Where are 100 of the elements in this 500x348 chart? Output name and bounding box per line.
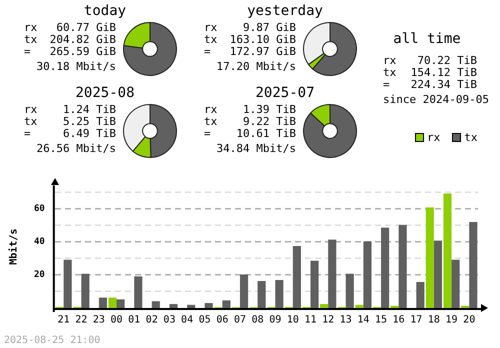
chart-title: yesterday — [247, 3, 323, 19]
text: 172.97 GiB — [228, 45, 296, 58]
x-tick-label: 16 — [392, 314, 405, 326]
bar — [426, 207, 434, 308]
text: rx — [24, 21, 38, 34]
bar — [204, 303, 213, 308]
bar — [169, 304, 178, 308]
bar — [355, 304, 364, 308]
x-tick-label: 22 — [75, 314, 88, 326]
bar — [328, 240, 336, 308]
bar — [222, 300, 230, 308]
x-tick-label: 13 — [340, 314, 352, 326]
text: rx — [24, 103, 38, 116]
text: 9.87 GiB — [242, 21, 296, 34]
chart-title: 2025-07 — [255, 85, 315, 101]
bar — [434, 240, 442, 308]
legend-label: rx — [426, 131, 440, 144]
chart-title: 2025-08 — [75, 85, 135, 101]
text: = — [24, 127, 32, 140]
text: 6.49 TiB — [62, 127, 116, 140]
bar — [116, 299, 125, 308]
x-tick-label: 04 — [181, 314, 194, 326]
x-tick-label: 18 — [428, 314, 440, 326]
x-tick-label: 05 — [198, 314, 211, 326]
bar — [416, 282, 424, 308]
text: 1.24 TiB — [62, 103, 116, 116]
x-tick-label: 10 — [286, 314, 299, 326]
text: 30.18 Mbit/s — [36, 60, 116, 73]
y-tick-label: 60 — [34, 204, 45, 214]
text: = — [204, 127, 212, 140]
text: 26.56 Mbit/s — [36, 142, 116, 155]
text: 34.84 Mbit/s — [216, 142, 296, 155]
x-tick-label: 21 — [58, 314, 70, 326]
bar — [81, 274, 90, 308]
text: 2025-08-25 21:00 — [4, 335, 100, 346]
text: 10.61 TiB — [235, 127, 296, 140]
bar — [381, 228, 390, 308]
text: rx — [383, 54, 398, 67]
text: tx — [383, 66, 398, 79]
bar — [346, 274, 354, 308]
bar — [64, 260, 72, 308]
bar — [292, 246, 301, 308]
text: 60.77 GiB — [55, 21, 116, 34]
bar — [398, 224, 407, 308]
x-tick-label: 07 — [234, 314, 246, 326]
text: = — [204, 45, 212, 58]
bar — [310, 260, 319, 308]
text: all time — [393, 31, 461, 47]
x-tick-label: 01 — [128, 314, 140, 326]
chart-title: today — [84, 3, 126, 19]
bar — [240, 274, 248, 308]
bar — [187, 304, 196, 308]
text: = — [24, 45, 32, 58]
text: 204.82 GiB — [48, 33, 116, 46]
bar — [98, 298, 108, 308]
y-tick-label: 20 — [34, 270, 45, 280]
text: = — [383, 78, 391, 91]
x-tick-label: 03 — [163, 314, 176, 326]
x-tick-label: 02 — [146, 314, 158, 326]
text: rx — [204, 21, 218, 34]
text: since 2024-09-05 — [383, 93, 489, 106]
bar — [452, 260, 460, 308]
y-tick-label: 40 — [34, 237, 45, 248]
x-tick-label: 17 — [410, 314, 422, 326]
bar — [469, 222, 478, 308]
x-tick-label: 14 — [357, 314, 370, 326]
text: 1.39 TiB — [242, 103, 296, 116]
text: 5.25 TiB — [62, 115, 116, 128]
text: 154.12 TiB — [410, 66, 477, 79]
bar — [258, 280, 266, 308]
x-tick-label: 15 — [375, 314, 388, 326]
bar — [108, 298, 117, 308]
text: tx — [204, 115, 218, 128]
text: 265.59 GiB — [48, 45, 116, 58]
text: tx — [204, 33, 218, 46]
legend-label: tx — [463, 131, 478, 144]
text: 70.22 TiB — [416, 54, 477, 67]
bar — [363, 241, 372, 308]
x-tick-label: 08 — [252, 314, 264, 326]
bar — [320, 304, 328, 308]
bar — [275, 280, 284, 308]
x-tick-label: 20 — [463, 314, 476, 326]
text: 17.20 Mbit/s — [216, 60, 296, 73]
text: 224.34 TiB — [410, 78, 477, 91]
x-tick-label: 23 — [92, 314, 105, 326]
bar — [134, 276, 142, 308]
text: 163.10 GiB — [228, 33, 296, 46]
x-tick-label: 19 — [446, 314, 458, 326]
bar — [443, 194, 452, 308]
x-tick-label: 09 — [269, 314, 282, 326]
bar — [152, 301, 160, 308]
x-tick-label: 06 — [216, 314, 228, 326]
x-tick-label: 00 — [110, 314, 123, 326]
text: 9.22 TiB — [242, 115, 296, 128]
text: tx — [24, 33, 38, 46]
x-tick-label: 11 — [304, 314, 317, 326]
x-tick-label: 12 — [322, 314, 334, 326]
text: tx — [24, 115, 38, 128]
text: rx — [204, 103, 218, 116]
y-axis-title: Mbit/s — [8, 228, 20, 265]
